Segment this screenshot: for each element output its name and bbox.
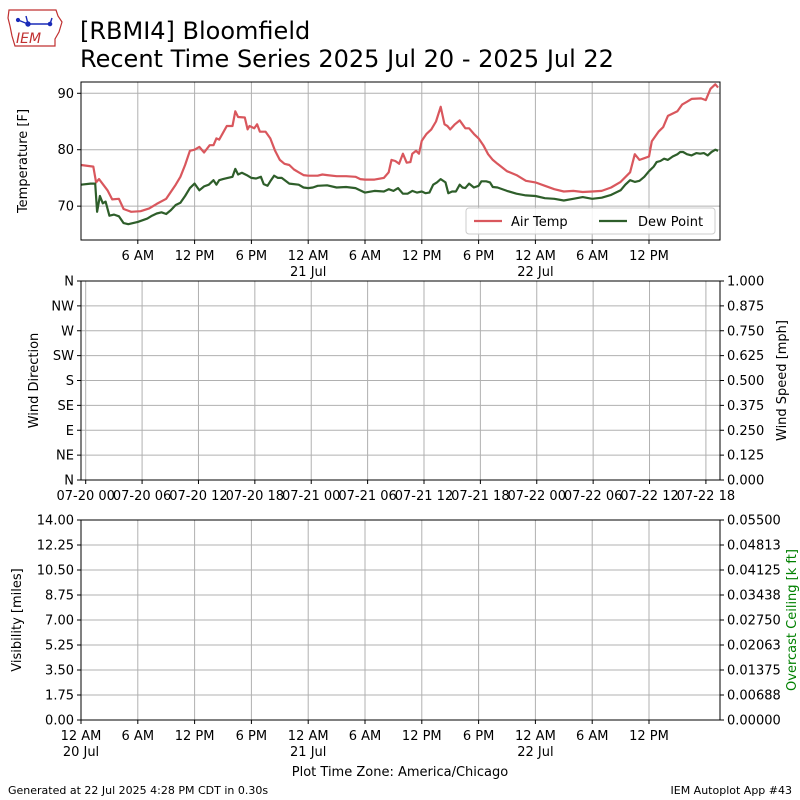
vis-y-tick-label: 12.25: [37, 539, 74, 554]
vis-x-tick-label: 6 PM: [236, 729, 267, 744]
vis-x-tick-label: 12 AM: [288, 729, 329, 744]
vis-y-tick-label: 1.75: [45, 689, 74, 704]
vis-x-tick-label: 12 PM: [175, 729, 215, 744]
wind-x-tick-label: 07-20 00: [56, 489, 114, 504]
wind-speed-tick-label: 0.625: [727, 349, 764, 364]
temp-x-tick-label: 6 PM: [236, 249, 267, 264]
temp-plot-frame: [80, 81, 721, 241]
logo-text: IEM: [16, 31, 41, 47]
temp-x-tick-label: 6 PM: [463, 249, 494, 264]
x-axis-label: Plot Time Zone: America/Chicago: [292, 765, 508, 780]
vis-y-tick-label: 14.00: [37, 514, 74, 529]
iowa-state-outline: [7, 9, 63, 47]
vis-y-tick-label: 7.00: [45, 614, 74, 629]
vis-x-tick-date: 22 Jul: [517, 745, 553, 760]
temp-x-tick-date: 22 Jul: [517, 265, 553, 280]
ceiling-y-tick-label: 0.02063: [727, 639, 781, 654]
wind-x-tick-label: 07-20 06: [113, 489, 171, 504]
ceiling-axis-label: Overcast Ceiling [k ft]: [785, 549, 800, 691]
temp-x-tick-label: 12 PM: [629, 249, 669, 264]
vis-x-tick-label: 12 AM: [61, 729, 102, 744]
temp-y-axis-label: Temperature [F]: [16, 109, 31, 214]
temp-x-tick-date: 21 Jul: [290, 265, 326, 280]
wind-x-tick-label: 07-22 12: [620, 489, 678, 504]
vis-y-tick-label: 5.25: [45, 639, 74, 654]
temp-y-tick-label: 90: [57, 87, 74, 102]
wind-direction-axis-label: Wind Direction: [27, 333, 42, 429]
temp-y-tick-label: 80: [57, 143, 74, 158]
vis-x-tick-label: 12 PM: [629, 729, 669, 744]
wind-speed-tick-label: 0.750: [727, 324, 764, 339]
vis-y-tick-label: 0.00: [45, 714, 74, 729]
wind-dir-tick-label: SW: [53, 349, 74, 364]
temp-x-tick-label: 6 AM: [122, 249, 155, 264]
ceiling-y-tick-label: 0.01375: [727, 664, 781, 679]
wind-x-tick-label: 07-22 18: [677, 489, 735, 504]
wind-x-tick-label: 07-21 12: [395, 489, 453, 504]
ceiling-y-tick-label: 0.02750: [727, 614, 781, 629]
temp-x-tick-label: 12 AM: [288, 249, 329, 264]
wind-speed-tick-label: 0.500: [727, 374, 764, 389]
temp-x-tick-label: 12 AM: [515, 249, 556, 264]
vis-x-tick-label: 6 AM: [576, 729, 609, 744]
wind-x-tick-label: 07-22 06: [564, 489, 622, 504]
legend-air-temp-label: Air Temp: [511, 215, 568, 230]
wind-x-tick-label: 07-21 18: [451, 489, 509, 504]
temp-legend-box: [465, 207, 716, 235]
wind-x-tick-label: 07-21 00: [282, 489, 340, 504]
wind-x-tick-label: 07-22 00: [508, 489, 566, 504]
app-credit: IEM Autoplot App #43: [670, 784, 793, 797]
ceiling-y-tick-label: 0.04125: [727, 564, 781, 579]
wind-dir-tick-label: S: [66, 374, 74, 389]
legend-dew-point-label: Dew Point: [638, 215, 703, 230]
temp-x-tick-label: 12 PM: [175, 249, 215, 264]
ceiling-y-tick-label: 0.03438: [727, 589, 781, 604]
wind-x-tick-label: 07-20 12: [169, 489, 227, 504]
temp-y-tick-label: 70: [57, 200, 74, 215]
wind-dir-tick-label: SE: [58, 399, 74, 414]
wind-speed-tick-label: 0.250: [727, 424, 764, 439]
vis-y-tick-label: 3.50: [45, 664, 74, 679]
ceiling-y-tick-label: 0.05500: [727, 514, 781, 529]
wind-speed-axis-label: Wind Speed [mph]: [775, 320, 790, 441]
vis-x-tick-label: 6 AM: [122, 729, 155, 744]
wind-dir-tick-label: N: [64, 275, 74, 290]
vis-x-tick-label: 6 AM: [349, 729, 382, 744]
wind-speed-tick-label: 0.875: [727, 299, 764, 314]
vis-x-tick-label: 12 AM: [515, 729, 556, 744]
wind-dir-tick-label: NW: [51, 299, 74, 314]
air-temp-series-line: [80, 83, 719, 213]
ceiling-y-tick-label: 0.04813: [727, 539, 781, 554]
temp-x-tick-label: 6 AM: [576, 249, 609, 264]
wind-dir-tick-label: E: [66, 424, 74, 439]
generated-note: Generated at 22 Jul 2025 4:28 PM CDT in …: [8, 784, 269, 797]
iem-logo: IEM: [6, 6, 64, 52]
station-network-icon: [15, 15, 53, 27]
wind-speed-tick-label: 1.000: [727, 275, 764, 290]
temp-x-tick-label: 12 PM: [402, 249, 442, 264]
dew-point-series-line: [80, 148, 719, 226]
visibility-axis-label: Visibility [miles]: [10, 568, 25, 671]
vis-y-tick-label: 8.75: [45, 589, 74, 604]
vis-x-tick-date: 21 Jul: [290, 745, 326, 760]
wind-x-tick-label: 07-21 06: [338, 489, 396, 504]
wind-dir-tick-label: W: [61, 324, 74, 339]
vis-x-tick-label: 6 PM: [463, 729, 494, 744]
vis-x-tick-date: 20 Jul: [63, 745, 99, 760]
wind-speed-tick-label: 0.000: [727, 474, 764, 489]
ceiling-y-tick-label: 0.00688: [727, 689, 781, 704]
wind-dir-tick-label: NE: [56, 449, 74, 464]
chart-title: [RBMI4] Bloomfield: [80, 17, 311, 45]
wind-dir-tick-label: N: [64, 474, 74, 489]
ceiling-y-tick-label: 0.00000: [727, 714, 781, 729]
vis-y-tick-label: 10.50: [37, 564, 74, 579]
wind-speed-tick-label: 0.375: [727, 399, 764, 414]
chart-subtitle: Recent Time Series 2025 Jul 20 - 2025 Ju…: [80, 45, 614, 73]
temp-x-tick-label: 6 AM: [349, 249, 382, 264]
wind-x-tick-label: 07-20 18: [226, 489, 284, 504]
vis-x-tick-label: 12 PM: [402, 729, 442, 744]
wind-speed-tick-label: 0.125: [727, 449, 764, 464]
